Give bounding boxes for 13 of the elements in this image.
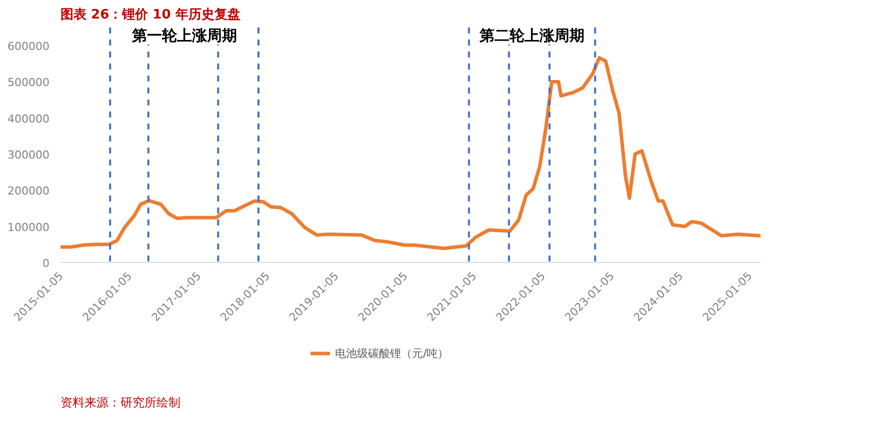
annotation: 第二轮上涨周期: [478, 26, 585, 44]
text: 资料来源：研究所绘制: [60, 396, 180, 410]
annotation: 第一轮上涨周期: [130, 26, 237, 44]
y-tick-label: 500000: [8, 76, 50, 90]
line-series: [60, 56, 760, 250]
y-tick-label: 0: [42, 257, 50, 270]
y-tick-label: 400000: [8, 112, 50, 126]
y-tick-label: 200000: [8, 184, 50, 198]
y-tick-label: 100000: [8, 220, 50, 234]
legend-label: 电池级碳酸锂（元/吨）: [335, 346, 449, 360]
chart-title: 图表 26：锂价 10 年历史复盘: [60, 8, 240, 22]
y-tick-label: 600000: [8, 40, 50, 54]
y-tick-label: 300000: [8, 148, 50, 162]
